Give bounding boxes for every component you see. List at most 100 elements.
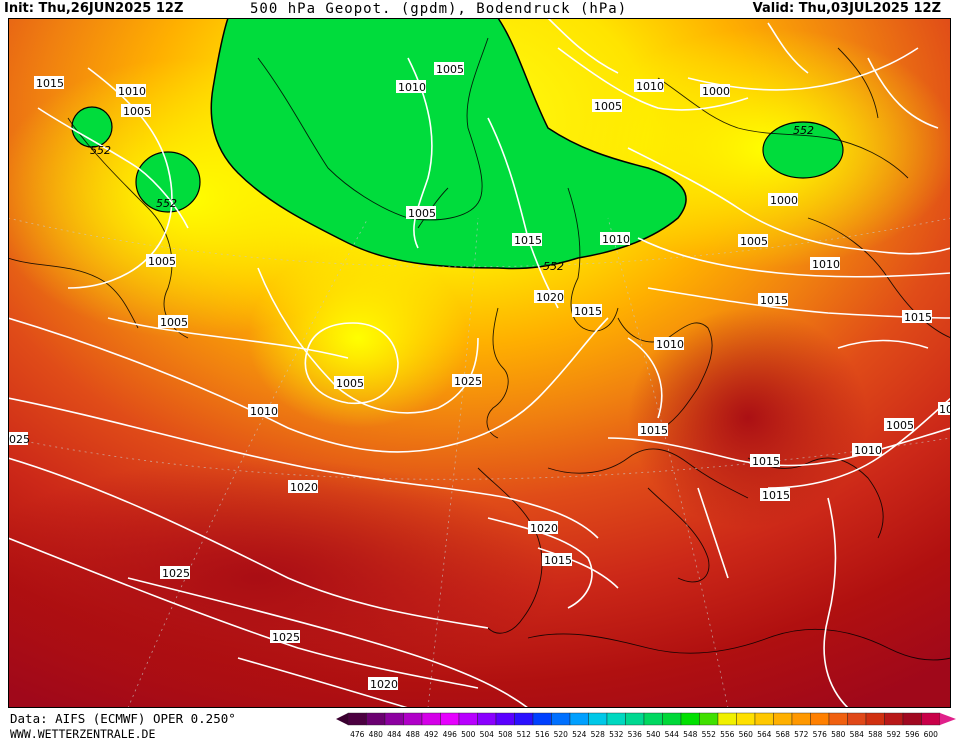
legend-swatch [662, 712, 682, 726]
legend-swatch [699, 712, 719, 726]
init-time-label: Init: Thu,26JUN2025 12Z [4, 1, 184, 16]
legend-tick-label: 520 [554, 730, 569, 739]
legend-swatch [569, 712, 589, 726]
pressure-label: 1020 [534, 290, 564, 304]
svg-text:1015: 1015 [760, 294, 788, 307]
legend-tick-label: 568 [776, 730, 791, 739]
svg-text:1005: 1005 [886, 419, 914, 432]
pressure-label: 1015 [758, 293, 788, 307]
legend-tick-label: 488 [406, 730, 421, 739]
pressure-label: 1000 [768, 193, 798, 207]
legend-tick-label: 532 [609, 730, 624, 739]
svg-text:1010: 1010 [602, 233, 630, 246]
svg-text:1000: 1000 [702, 85, 730, 98]
legend-swatch [791, 712, 811, 726]
legend-tick-label: 580 [831, 730, 846, 739]
legend-tick-label: 596 [905, 730, 920, 739]
greenland-low-area [210, 18, 687, 270]
pressure-label: 1005 [434, 62, 464, 76]
data-source-label: Data: AIFS (ECMWF) OPER 0.250° [10, 711, 236, 726]
legend-swatch [847, 712, 867, 726]
legend-swatch [347, 712, 367, 726]
legend-tick-label: 548 [683, 730, 698, 739]
color-legend: 476 480 484 488 492 496 500 504 508 512 516 520 524 5… [336, 712, 956, 739]
legend-swatch [366, 712, 386, 726]
valid-time-label: Valid: Thu,03JUL2025 12Z [752, 1, 941, 16]
pressure-label: 1005 [738, 234, 768, 248]
pressure-label: 1015 [34, 76, 64, 90]
legend-swatch [810, 712, 830, 726]
legend-swatch [754, 712, 774, 726]
pressure-label: 1015 [902, 310, 932, 324]
green-cell-west-2 [135, 151, 201, 213]
pressure-label: 1005 [334, 376, 364, 390]
legend-tick-label: 476 [350, 730, 365, 739]
pressure-label: 1015 [760, 488, 790, 502]
legend-right-arrow [940, 713, 956, 725]
svg-text:1010: 1010 [854, 444, 882, 457]
legend-swatch [458, 712, 478, 726]
legend-left-arrow [336, 713, 348, 725]
legend-tick-label: 556 [720, 730, 735, 739]
svg-text:1010: 1010 [250, 405, 278, 418]
pressure-label: 1010 [634, 79, 664, 93]
pressure-label: 1005 [158, 315, 188, 329]
legend-swatch [680, 712, 700, 726]
svg-text:1005: 1005 [436, 63, 464, 76]
legend-swatch [828, 712, 848, 726]
geopotential-label: 552 [793, 124, 814, 137]
geopotential-label: 552 [543, 260, 564, 273]
svg-text:1015: 1015 [574, 305, 602, 318]
geopotential-label: 552 [156, 197, 177, 210]
footer-bar: Data: AIFS (ECMWF) OPER 0.250° WWW.WETTE… [0, 708, 959, 741]
legend-tick-label: 480 [369, 730, 384, 739]
pressure-label: 1005 [592, 99, 622, 113]
legend-swatch [421, 712, 441, 726]
svg-text:1020: 1020 [290, 481, 318, 494]
legend-swatch [643, 712, 663, 726]
pressure-label: 025 [8, 432, 30, 446]
legend-tick-label: 512 [517, 730, 532, 739]
pressure-label: 1020 [288, 480, 318, 494]
svg-text:1005: 1005 [148, 255, 176, 268]
pressure-label: 1025 [160, 566, 190, 580]
svg-text:1010: 1010 [636, 80, 664, 93]
pressure-label: 1015 [512, 233, 542, 247]
legend-swatch [921, 712, 941, 726]
svg-text:1020: 1020 [370, 678, 398, 691]
website-label: WWW.WETTERZENTRALE.DE [10, 727, 156, 741]
svg-text:1010: 1010 [656, 338, 684, 351]
legend-swatch [551, 712, 571, 726]
pressure-label: 1005 [121, 104, 151, 118]
svg-text:1020: 1020 [536, 291, 564, 304]
pressure-label: 1005 [146, 254, 176, 268]
legend-tick-label: 572 [794, 730, 809, 739]
geopotential-label: 552 [90, 144, 111, 157]
legend-tick-label: 560 [739, 730, 754, 739]
pressure-label: 1015 [572, 304, 602, 318]
green-cell-northeast [762, 121, 844, 179]
legend-tick-label: 528 [591, 730, 606, 739]
pressure-label: 1010 [248, 404, 278, 418]
pressure-label: 10 [938, 402, 951, 416]
pressure-label: 1020 [368, 677, 398, 691]
legend-swatch [884, 712, 904, 726]
pressure-label: 1005 [884, 418, 914, 432]
svg-text:1010: 1010 [812, 258, 840, 271]
svg-text:1015: 1015 [36, 77, 64, 90]
svg-text:1005: 1005 [408, 207, 436, 220]
svg-text:1020: 1020 [530, 522, 558, 535]
svg-text:1015: 1015 [640, 424, 668, 437]
svg-text:1015: 1015 [904, 311, 932, 324]
hot-band-south [8, 458, 558, 698]
pressure-label: 1000 [700, 84, 730, 98]
legend-tick-label: 484 [387, 730, 402, 739]
pressure-label: 1005 [406, 206, 436, 220]
pressure-label: 1010 [810, 257, 840, 271]
legend-tick-label: 504 [480, 730, 495, 739]
pressure-label: 1010 [396, 80, 426, 94]
legend-swatch [902, 712, 922, 726]
legend-tick-label: 540 [646, 730, 661, 739]
svg-text:1025: 1025 [162, 567, 190, 580]
